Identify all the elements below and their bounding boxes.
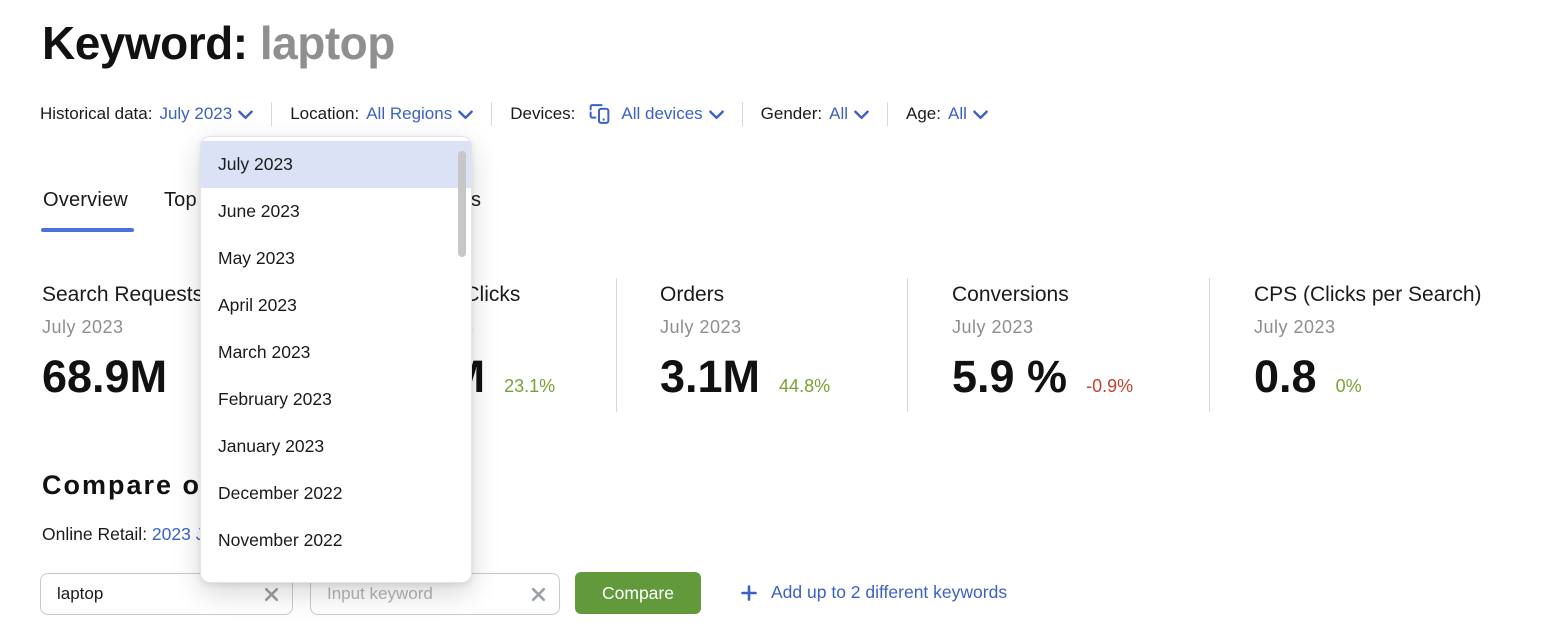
card-change: -0.9% (1086, 376, 1134, 396)
card-label: Search Requests (42, 283, 204, 306)
historical-data-dropdown: July 2023 June 2023 May 2023 April 2023 … (200, 136, 472, 583)
add-keywords-label: Add up to 2 different keywords (771, 582, 1008, 602)
gender-selected: All (829, 103, 849, 123)
location-label: Location: (290, 103, 360, 123)
location-selected: All Regions (366, 103, 453, 123)
filter-devices[interactable]: Devices: All devices (510, 101, 724, 126)
filter-separator (887, 101, 889, 126)
age-selected: All (948, 103, 967, 123)
card-divider (1209, 278, 1210, 412)
gender-value[interactable]: All (829, 104, 869, 124)
dropdown-item-april-2023[interactable]: April 2023 (218, 295, 297, 315)
historical-data-label: Historical data: (40, 103, 153, 123)
devices-value[interactable]: All devices (621, 103, 724, 124)
page-title: Keyword: laptop (42, 16, 395, 70)
card-value: 5.9 % (952, 351, 1068, 402)
gender-label: Gender: (760, 103, 823, 123)
card-change: 44.8% (779, 376, 831, 396)
card-change: 23.1% (504, 376, 556, 396)
card-period: July 2023 (42, 317, 124, 337)
historical-data-value[interactable]: July 2023 (159, 103, 254, 124)
compare-button[interactable]: Compare (575, 572, 701, 614)
age-label: Age: (906, 103, 941, 123)
chevron-down-icon (458, 110, 474, 119)
add-keywords-link[interactable]: Add up to 2 different keywords (741, 582, 1007, 603)
filter-bar: Historical data: July 2023 Location: All… (40, 101, 988, 126)
tab-overview[interactable]: Overview (41, 189, 134, 232)
card-divider (907, 278, 908, 412)
dropdown-scrollbar[interactable] (458, 151, 466, 257)
page-title-keyword: laptop (259, 17, 395, 69)
online-retail-label: Online Retail: (42, 524, 152, 544)
dropdown-item-november-2022[interactable]: November 2022 (218, 530, 343, 550)
dropdown-item-december-2022[interactable]: December 2022 (218, 483, 343, 503)
card-value: 0.8 (1254, 351, 1317, 402)
dropdown-item-july-2023[interactable]: July 2023 (201, 141, 471, 188)
dropdown-item-january-2023[interactable]: January 2023 (218, 436, 325, 456)
filter-age[interactable]: Age: All (906, 104, 988, 124)
plus-icon (741, 584, 757, 601)
filter-separator (741, 101, 743, 126)
dropdown-item-march-2023[interactable]: March 2023 (218, 342, 311, 362)
card-cps: CPS (Clicks per Search) July 2023 0.8 0% (1254, 283, 1482, 403)
filter-separator (271, 101, 273, 126)
filter-gender[interactable]: Gender: All (761, 104, 869, 124)
card-value: 3.1M (660, 351, 761, 402)
historical-data-selected: July 2023 (159, 103, 233, 123)
card-period: July 2023 (660, 317, 742, 337)
card-conversions: Conversions July 2023 5.9 % -0.9% (952, 283, 1133, 403)
devices-label: Devices: (510, 103, 576, 123)
card-period: July 2023 (952, 317, 1034, 337)
filter-historical-data[interactable]: Historical data: July 2023 (40, 103, 254, 124)
chevron-down-icon (854, 110, 869, 119)
filter-separator (491, 101, 493, 126)
clear-icon[interactable] (263, 586, 280, 603)
card-search-requests: Search Requests July 2023 68.9M (42, 283, 203, 403)
card-orders: Orders July 2023 3.1M 44.8% (660, 283, 830, 403)
card-label: CPS (Clicks per Search) (1254, 283, 1482, 306)
card-label: Orders (660, 283, 725, 306)
filter-location[interactable]: Location: All Regions (290, 103, 474, 124)
dropdown-item-february-2023[interactable]: February 2023 (218, 389, 332, 409)
card-change: 0% (1335, 376, 1362, 396)
card-divider (616, 278, 617, 412)
devices-icon (590, 104, 610, 124)
dropdown-item-may-2023[interactable]: May 2023 (218, 248, 295, 268)
chevron-down-icon (973, 110, 988, 119)
devices-selected: All devices (621, 103, 703, 123)
dropdown-item-june-2023[interactable]: June 2023 (218, 201, 300, 221)
card-value: 68.9M (42, 351, 168, 402)
age-value[interactable]: All (948, 104, 988, 124)
location-value[interactable]: All Regions (366, 103, 474, 124)
card-period: July 2023 (1254, 317, 1336, 337)
card-label: Conversions (952, 283, 1069, 306)
page-title-prefix: Keyword: (42, 17, 260, 69)
chevron-down-icon (238, 110, 254, 119)
clear-icon[interactable] (530, 586, 547, 603)
chevron-down-icon (708, 110, 724, 119)
